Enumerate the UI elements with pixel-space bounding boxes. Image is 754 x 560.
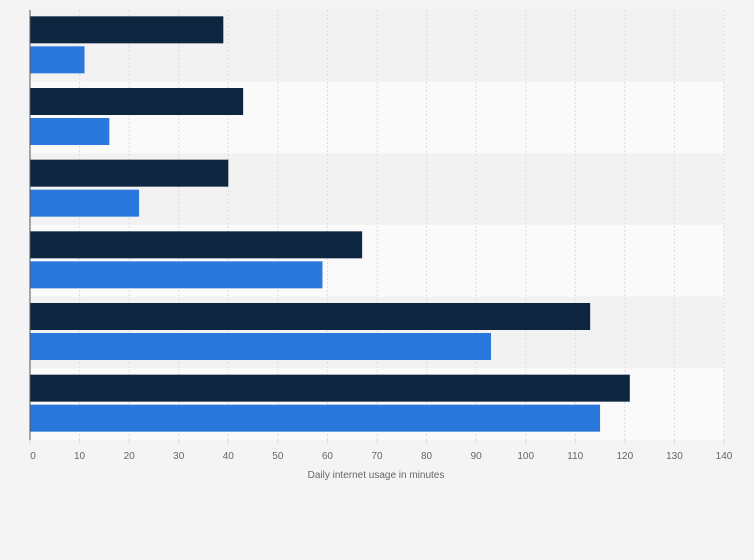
- bar-blue-5[interactable]: [30, 333, 492, 360]
- x-tick-label: 80: [421, 451, 433, 462]
- bar-dark-3[interactable]: [30, 159, 229, 187]
- bar-blue-6[interactable]: [30, 404, 601, 432]
- x-axis-ticks: 0 10 20 30 40 50 60 70 80 90 100 110 120 130 140: [29, 440, 733, 462]
- x-axis-title: Daily internet usage in minutes: [308, 470, 445, 481]
- bar-dark-4[interactable]: [30, 231, 363, 259]
- bar-dark-1[interactable]: [30, 16, 224, 44]
- bar-dark-2[interactable]: [30, 88, 244, 115]
- bar-dark-5[interactable]: [30, 303, 591, 330]
- x-tick-label: 90: [471, 451, 483, 462]
- x-tick-label: 130: [666, 451, 683, 462]
- x-tick-label: 140: [716, 451, 733, 462]
- x-tick-label: 70: [371, 451, 383, 462]
- x-tick-label: 100: [517, 451, 534, 462]
- x-tick-label: 10: [74, 451, 86, 462]
- x-tick-label: 120: [617, 451, 634, 462]
- x-tick-label: 110: [567, 451, 583, 462]
- x-tick-label: 30: [173, 451, 185, 462]
- x-tick-label: 0: [30, 451, 36, 462]
- x-tick-label: 20: [124, 451, 136, 462]
- bar-dark-6[interactable]: [30, 374, 630, 402]
- bar-blue-4[interactable]: [30, 261, 323, 289]
- bars: [30, 16, 630, 432]
- bar-blue-3[interactable]: [30, 189, 140, 217]
- x-tick-label: 40: [223, 451, 235, 462]
- bar-blue-1[interactable]: [30, 46, 85, 74]
- x-tick-label: 60: [322, 451, 334, 462]
- x-tick-label: 50: [272, 451, 284, 462]
- bar-blue-2[interactable]: [30, 118, 110, 145]
